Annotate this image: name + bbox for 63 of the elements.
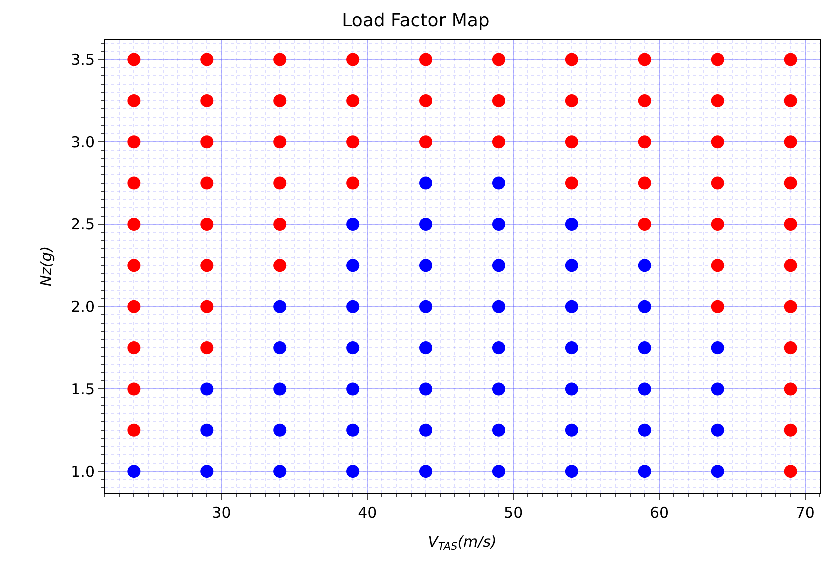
point <box>492 424 506 437</box>
x-tick-label: 70 <box>796 504 815 522</box>
point <box>711 382 724 396</box>
x-tick-label: 30 <box>212 504 232 522</box>
point <box>346 259 360 272</box>
x-tick-label: 50 <box>504 504 524 522</box>
x-tick-label: 60 <box>650 504 670 522</box>
point <box>420 259 433 272</box>
point <box>492 259 506 272</box>
point <box>346 465 360 478</box>
point <box>638 465 652 478</box>
point <box>420 424 433 437</box>
point <box>346 382 360 396</box>
point <box>711 465 724 478</box>
point <box>492 465 506 478</box>
y-axis-title: Nz(g) <box>37 246 56 287</box>
point <box>492 342 506 355</box>
point <box>711 342 724 355</box>
point <box>565 342 578 355</box>
y-tick-label: 2.5 <box>71 216 95 234</box>
point <box>274 342 287 355</box>
point <box>420 382 433 396</box>
point <box>492 218 506 231</box>
point <box>128 465 141 478</box>
point <box>420 176 433 190</box>
point <box>638 342 652 355</box>
point <box>711 424 724 437</box>
point <box>200 465 214 478</box>
y-tick-label: 1.0 <box>71 462 95 481</box>
point <box>638 382 652 396</box>
point <box>420 342 433 355</box>
point <box>420 218 433 231</box>
chart-title: Load Factor Map <box>342 10 490 32</box>
point <box>346 424 360 437</box>
point <box>638 424 652 437</box>
x-axis-title: V$_{TAS}$(m/s) <box>428 533 497 554</box>
point <box>346 218 360 231</box>
y-tick-label: 3.0 <box>71 133 95 152</box>
point <box>492 382 506 396</box>
point <box>200 382 214 396</box>
y-tick-label: 2.0 <box>71 298 95 316</box>
point <box>274 424 287 437</box>
point <box>565 218 578 231</box>
point <box>274 465 287 478</box>
x-tick-label: 40 <box>358 504 378 522</box>
point <box>492 300 506 314</box>
y-tick-label: 3.5 <box>71 51 95 70</box>
point <box>565 300 578 314</box>
point <box>346 300 360 314</box>
point <box>565 424 578 437</box>
point <box>274 300 287 314</box>
point <box>565 465 578 478</box>
point <box>638 300 652 314</box>
point <box>638 259 652 272</box>
point <box>346 342 360 355</box>
point <box>420 300 433 314</box>
point <box>565 259 578 272</box>
point <box>565 382 578 396</box>
point <box>420 465 433 478</box>
point <box>492 176 506 190</box>
point <box>200 424 214 437</box>
point <box>274 382 287 396</box>
y-tick-label: 1.5 <box>71 380 95 398</box>
